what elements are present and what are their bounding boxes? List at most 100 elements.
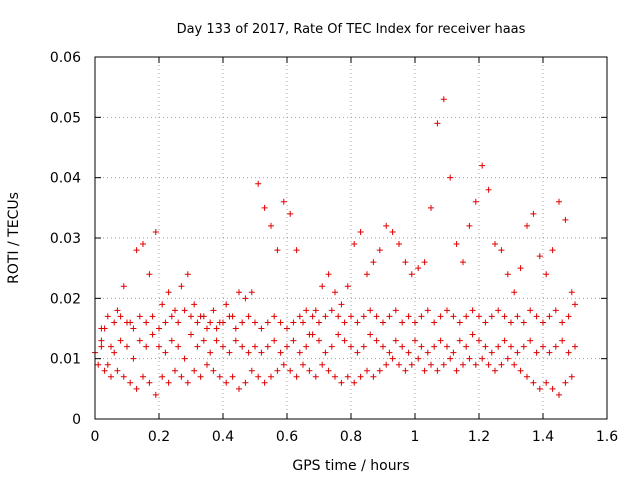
data-point bbox=[360, 313, 367, 320]
data-point bbox=[133, 385, 140, 392]
data-point bbox=[485, 361, 492, 368]
data-point bbox=[271, 337, 278, 344]
data-point bbox=[447, 355, 454, 362]
data-point bbox=[562, 216, 569, 223]
x-axis-label: GPS time / hours bbox=[292, 458, 409, 474]
data-point bbox=[188, 331, 194, 338]
data-point bbox=[399, 319, 406, 326]
data-point bbox=[434, 120, 441, 127]
data-point bbox=[213, 337, 220, 344]
data-point bbox=[287, 210, 294, 217]
data-point bbox=[114, 307, 121, 314]
data-point bbox=[456, 319, 463, 326]
data-point bbox=[504, 271, 511, 278]
data-point bbox=[572, 343, 578, 350]
data-point bbox=[501, 313, 508, 320]
data-point bbox=[562, 379, 569, 386]
data-point bbox=[127, 379, 134, 386]
data-point bbox=[325, 367, 332, 374]
data-point bbox=[300, 361, 306, 368]
data-point bbox=[271, 313, 278, 320]
data-point bbox=[344, 283, 351, 290]
data-point bbox=[220, 343, 226, 350]
data-point bbox=[408, 271, 415, 278]
data-point bbox=[284, 343, 290, 350]
data-point bbox=[104, 313, 111, 320]
data-point bbox=[242, 379, 249, 386]
data-point bbox=[101, 367, 108, 374]
data-point bbox=[255, 180, 262, 187]
y-tick-label: 0.01 bbox=[50, 352, 81, 368]
data-point bbox=[226, 313, 233, 320]
data-point bbox=[207, 319, 214, 326]
data-point bbox=[264, 343, 271, 350]
data-point bbox=[517, 367, 524, 374]
y-tick-label: 0.02 bbox=[50, 291, 81, 307]
data-point bbox=[162, 319, 169, 326]
data-point bbox=[296, 313, 303, 320]
data-point bbox=[191, 301, 198, 308]
data-point bbox=[508, 343, 514, 350]
data-point bbox=[117, 337, 124, 344]
data-point bbox=[117, 313, 124, 320]
data-point bbox=[383, 222, 390, 229]
data-point bbox=[357, 228, 364, 235]
data-point bbox=[178, 283, 185, 290]
data-point bbox=[552, 307, 559, 314]
data-point bbox=[559, 337, 566, 344]
data-point bbox=[472, 361, 479, 368]
data-point bbox=[309, 331, 316, 338]
data-point bbox=[328, 343, 335, 350]
data-point bbox=[364, 367, 370, 374]
data-point bbox=[290, 319, 297, 326]
data-point bbox=[552, 343, 559, 350]
data-point bbox=[476, 337, 482, 344]
data-point bbox=[143, 319, 150, 326]
y-tick-label: 0.04 bbox=[50, 171, 81, 187]
data-point bbox=[495, 307, 502, 314]
data-point bbox=[444, 343, 450, 350]
data-point bbox=[152, 228, 159, 235]
data-point bbox=[146, 271, 153, 278]
data-point bbox=[210, 367, 217, 374]
data-point bbox=[204, 325, 210, 332]
data-point bbox=[450, 349, 457, 356]
data-point bbox=[556, 391, 562, 398]
data-point bbox=[498, 361, 505, 368]
data-point bbox=[428, 204, 434, 211]
data-point bbox=[242, 295, 249, 302]
data-point bbox=[178, 373, 185, 380]
data-point bbox=[460, 259, 466, 266]
data-point bbox=[296, 349, 303, 356]
data-point bbox=[159, 301, 166, 308]
data-point bbox=[280, 361, 287, 368]
data-point bbox=[450, 313, 457, 320]
y-tick-label: 0.05 bbox=[50, 110, 81, 126]
data-point bbox=[303, 307, 310, 314]
data-point bbox=[392, 337, 399, 344]
data-point bbox=[421, 259, 428, 266]
data-point bbox=[549, 385, 556, 392]
data-point bbox=[223, 379, 230, 386]
data-point bbox=[549, 247, 556, 254]
data-point bbox=[175, 343, 182, 350]
data-point bbox=[524, 222, 530, 229]
data-point bbox=[248, 367, 255, 374]
data-point bbox=[389, 228, 396, 235]
data-point bbox=[370, 259, 377, 266]
data-point bbox=[402, 259, 409, 266]
data-point bbox=[533, 349, 540, 356]
y-tick-label: 0.03 bbox=[50, 231, 81, 247]
data-point bbox=[229, 373, 236, 380]
data-point bbox=[373, 337, 380, 344]
data-point bbox=[236, 289, 242, 296]
data-point bbox=[421, 367, 428, 374]
data-point bbox=[152, 391, 159, 398]
data-point bbox=[300, 319, 306, 326]
data-point bbox=[120, 283, 127, 290]
data-point bbox=[373, 313, 380, 320]
data-point bbox=[479, 355, 486, 362]
data-point bbox=[428, 361, 434, 368]
data-point bbox=[466, 222, 473, 229]
